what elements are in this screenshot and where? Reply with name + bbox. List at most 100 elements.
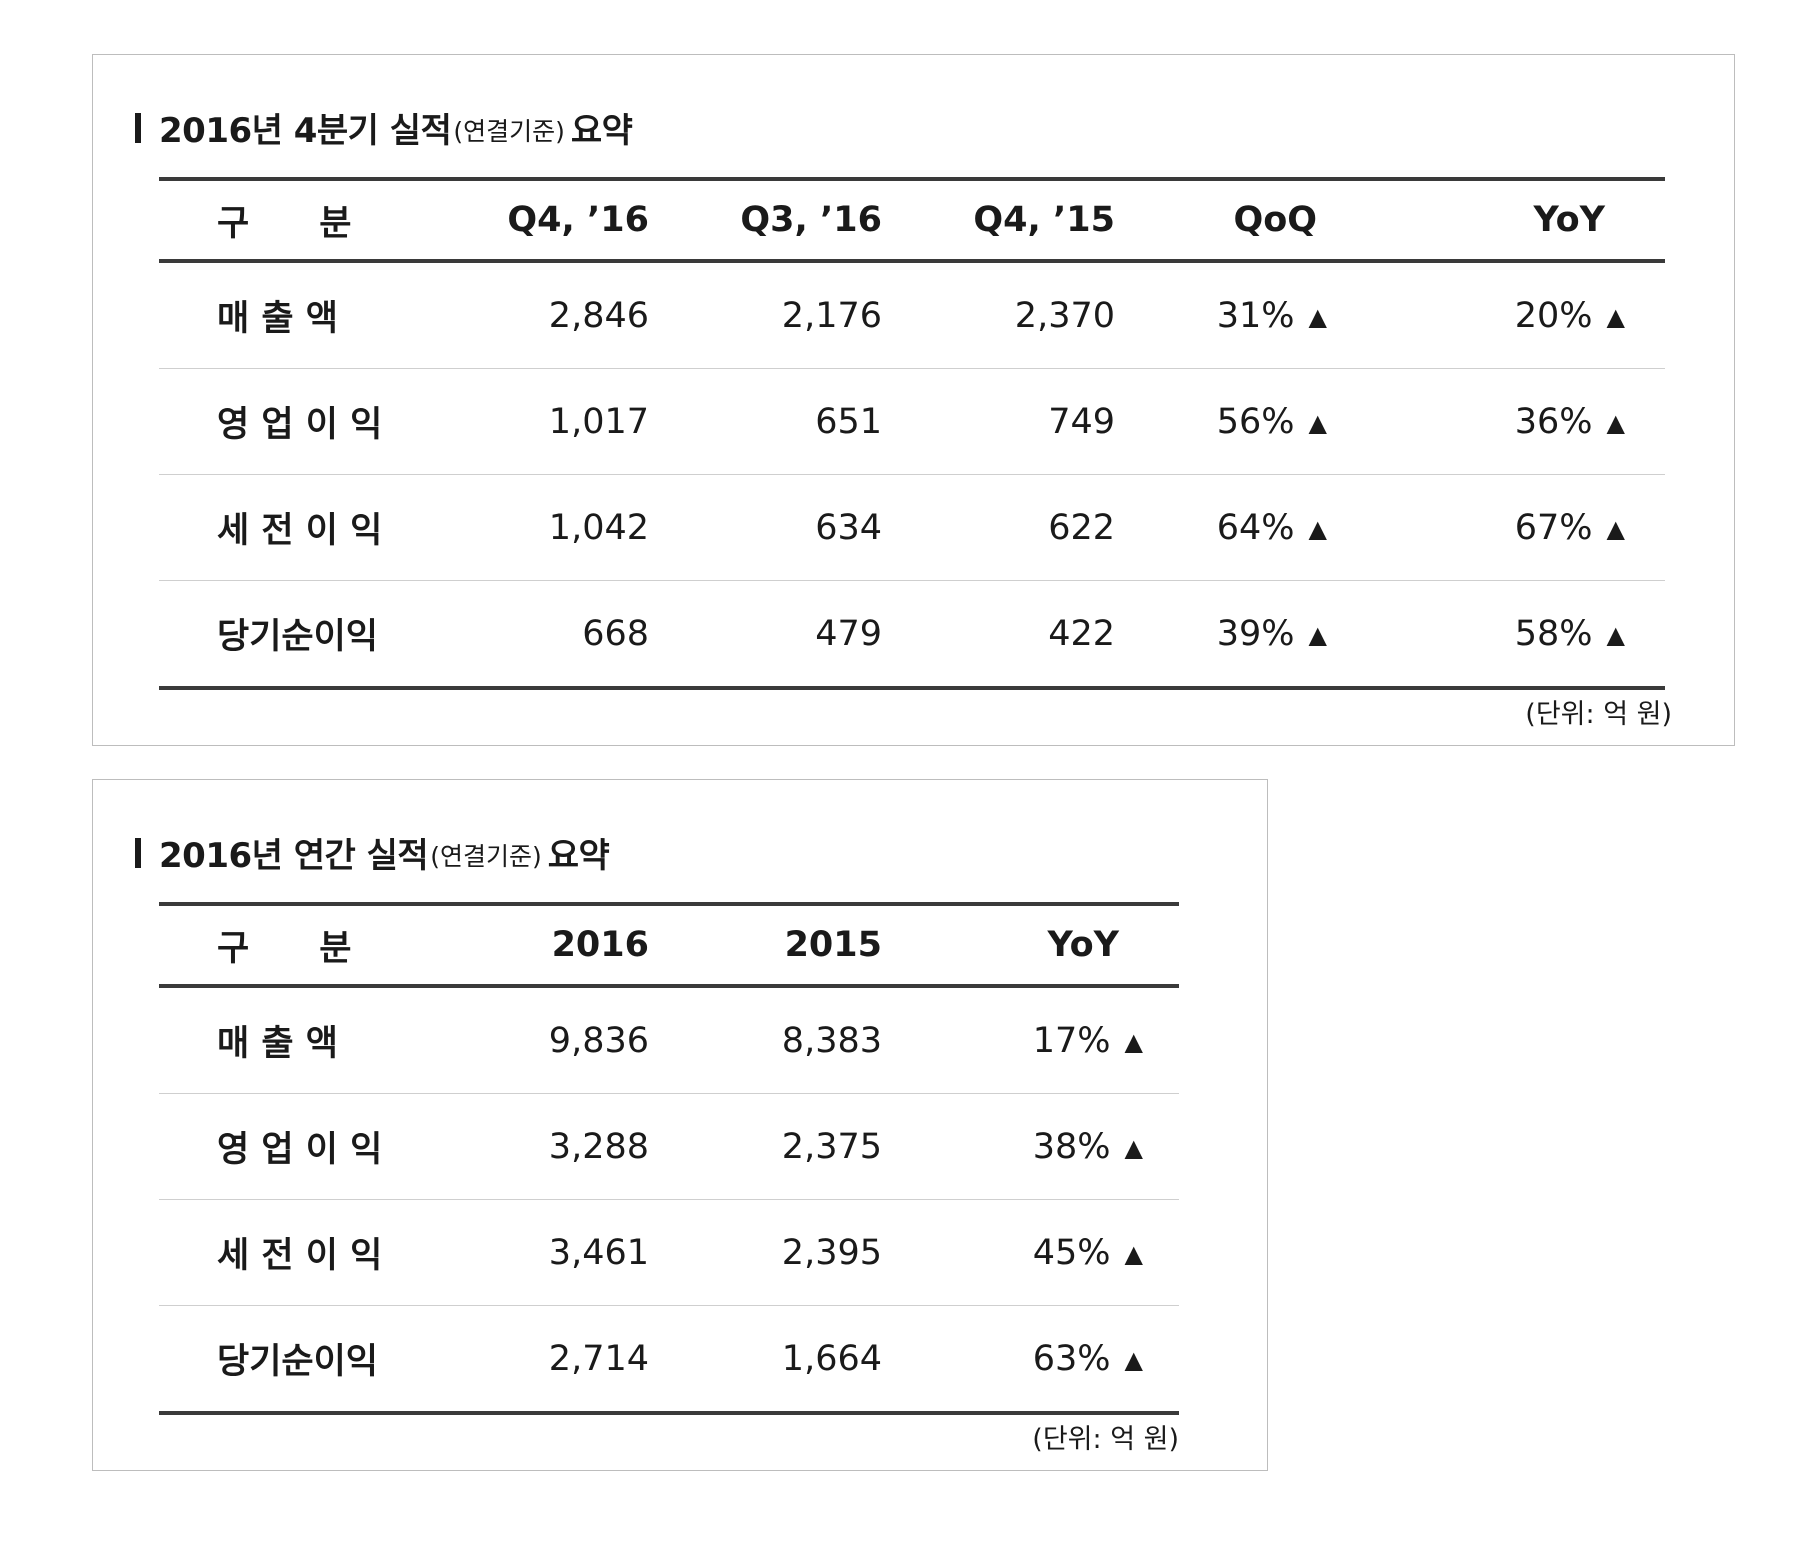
- cell-q3-16: 2,176: [649, 261, 882, 369]
- title-bar-marker: [135, 112, 141, 143]
- cell-2016: 2,714: [433, 1305, 649, 1415]
- cell-yoy: 58% ▲: [1355, 580, 1665, 690]
- cell-q4-16: 668: [433, 580, 649, 690]
- cell-q4-16: 2,846: [433, 261, 649, 369]
- row-label-operating-income: 영 업 이 익: [159, 1093, 433, 1200]
- quarterly-title-basis: (연결기준): [453, 116, 565, 146]
- table-row: 당기순이익 2,714 1,664 63% ▲: [159, 1305, 1179, 1415]
- row-label-revenue: 매 출 액: [159, 986, 433, 1094]
- up-arrow-icon: ▲: [1124, 1027, 1143, 1056]
- cell-q3-16: 634: [649, 474, 882, 581]
- quarterly-summary-panel: 2016년 4분기 실적 (연결기준) 요약 구 분 Q4, ’16 Q3, ’…: [92, 54, 1735, 746]
- qoq-value: 56%: [1216, 401, 1295, 442]
- cell-q4-15: 749: [882, 368, 1115, 475]
- row-label-pretax-income: 세 전 이 익: [159, 474, 433, 581]
- row-label-net-income: 당기순이익: [159, 1305, 433, 1415]
- cell-yoy: 17% ▲: [892, 986, 1179, 1094]
- row-label-revenue: 매 출 액: [159, 261, 433, 369]
- table-row: 영 업 이 익 1,017 651 749 56% ▲ 36% ▲: [159, 368, 1665, 475]
- header-yoy: YoY: [892, 902, 1179, 988]
- cell-2016: 3,461: [433, 1199, 649, 1306]
- cell-yoy: 63% ▲: [892, 1305, 1179, 1415]
- yoy-value: 58%: [1514, 613, 1593, 654]
- yoy-value: 36%: [1514, 401, 1593, 442]
- header-q3-16: Q3, ’16: [649, 177, 882, 263]
- cell-q4-15: 422: [882, 580, 1115, 690]
- cell-yoy: 20% ▲: [1355, 261, 1665, 369]
- cell-qoq: 39% ▲: [1115, 580, 1355, 690]
- cell-2016: 9,836: [433, 986, 649, 1094]
- qoq-value: 31%: [1216, 295, 1295, 336]
- header-yoy: YoY: [1355, 177, 1665, 263]
- cell-2015: 2,395: [649, 1199, 892, 1306]
- up-arrow-icon: ▲: [1606, 514, 1625, 543]
- header-qoq: QoQ: [1115, 177, 1355, 263]
- annual-title: 2016년 연간 실적 (연결기준) 요약: [135, 828, 610, 877]
- title-bar-marker: [135, 837, 141, 868]
- cell-q4-16: 1,017: [433, 368, 649, 475]
- cell-2016: 3,288: [433, 1093, 649, 1200]
- up-arrow-icon: ▲: [1606, 302, 1625, 331]
- quarterly-summary-table: 구 분 Q4, ’16 Q3, ’16 Q4, ’15 QoQ YoY 매 출 …: [159, 177, 1665, 690]
- yoy-value: 38%: [1032, 1126, 1111, 1167]
- unit-note: (단위: 억 원): [1525, 699, 1672, 730]
- yoy-value: 20%: [1514, 295, 1593, 336]
- table-row: 영 업 이 익 3,288 2,375 38% ▲: [159, 1093, 1179, 1200]
- row-label-net-income: 당기순이익: [159, 580, 433, 690]
- cell-q3-16: 651: [649, 368, 882, 475]
- up-arrow-icon: ▲: [1308, 408, 1327, 437]
- cell-q4-15: 622: [882, 474, 1115, 581]
- cell-yoy: 45% ▲: [892, 1199, 1179, 1306]
- qoq-value: 64%: [1216, 507, 1295, 548]
- table-row: 세 전 이 익 1,042 634 622 64% ▲ 67% ▲: [159, 474, 1665, 581]
- up-arrow-icon: ▲: [1308, 620, 1327, 649]
- header-category: 구 분: [159, 177, 433, 263]
- table-header-row: 구 분 2016 2015 YoY: [159, 902, 1179, 988]
- yoy-value: 67%: [1514, 507, 1593, 548]
- table-row: 세 전 이 익 3,461 2,395 45% ▲: [159, 1199, 1179, 1306]
- up-arrow-icon: ▲: [1124, 1239, 1143, 1268]
- yoy-value: 17%: [1032, 1020, 1111, 1061]
- header-category: 구 분: [159, 902, 433, 988]
- row-label-operating-income: 영 업 이 익: [159, 368, 433, 475]
- cell-2015: 1,664: [649, 1305, 892, 1415]
- up-arrow-icon: ▲: [1308, 302, 1327, 331]
- up-arrow-icon: ▲: [1124, 1345, 1143, 1374]
- cell-yoy: 36% ▲: [1355, 368, 1665, 475]
- yoy-value: 63%: [1032, 1338, 1111, 1379]
- up-arrow-icon: ▲: [1124, 1133, 1143, 1162]
- annual-title-suffix: 요약: [547, 836, 610, 876]
- cell-qoq: 64% ▲: [1115, 474, 1355, 581]
- table-header-row: 구 분 Q4, ’16 Q3, ’16 Q4, ’15 QoQ YoY: [159, 177, 1665, 263]
- cell-yoy: 67% ▲: [1355, 474, 1665, 581]
- annual-summary-panel: 2016년 연간 실적 (연결기준) 요약 구 분 2016 2015 YoY …: [92, 779, 1268, 1471]
- table-row: 매 출 액 2,846 2,176 2,370 31% ▲ 20% ▲: [159, 261, 1665, 369]
- table-row: 매 출 액 9,836 8,383 17% ▲: [159, 986, 1179, 1094]
- cell-2015: 2,375: [649, 1093, 892, 1200]
- header-2015: 2015: [649, 902, 892, 988]
- unit-note: (단위: 억 원): [1032, 1424, 1179, 1455]
- cell-q4-16: 1,042: [433, 474, 649, 581]
- cell-qoq: 31% ▲: [1115, 261, 1355, 369]
- cell-q4-15: 2,370: [882, 261, 1115, 369]
- up-arrow-icon: ▲: [1308, 514, 1327, 543]
- quarterly-title-suffix: 요약: [570, 111, 633, 151]
- row-label-pretax-income: 세 전 이 익: [159, 1199, 433, 1306]
- annual-title-basis: (연결기준): [430, 841, 542, 871]
- header-q4-15: Q4, ’15: [882, 177, 1115, 263]
- cell-yoy: 38% ▲: [892, 1093, 1179, 1200]
- table-row: 당기순이익 668 479 422 39% ▲ 58% ▲: [159, 580, 1665, 690]
- annual-title-main: 2016년 연간 실적: [159, 836, 429, 876]
- annual-summary-table: 구 분 2016 2015 YoY 매 출 액 9,836 8,383 17% ▲…: [159, 902, 1179, 1415]
- quarterly-title: 2016년 4분기 실적 (연결기준) 요약: [135, 103, 633, 152]
- quarterly-title-main: 2016년 4분기 실적: [159, 111, 452, 151]
- cell-2015: 8,383: [649, 986, 892, 1094]
- yoy-value: 45%: [1032, 1232, 1111, 1273]
- cell-q3-16: 479: [649, 580, 882, 690]
- up-arrow-icon: ▲: [1606, 408, 1625, 437]
- up-arrow-icon: ▲: [1606, 620, 1625, 649]
- cell-qoq: 56% ▲: [1115, 368, 1355, 475]
- qoq-value: 39%: [1216, 613, 1295, 654]
- header-2016: 2016: [433, 902, 649, 988]
- header-q4-16: Q4, ’16: [433, 177, 649, 263]
